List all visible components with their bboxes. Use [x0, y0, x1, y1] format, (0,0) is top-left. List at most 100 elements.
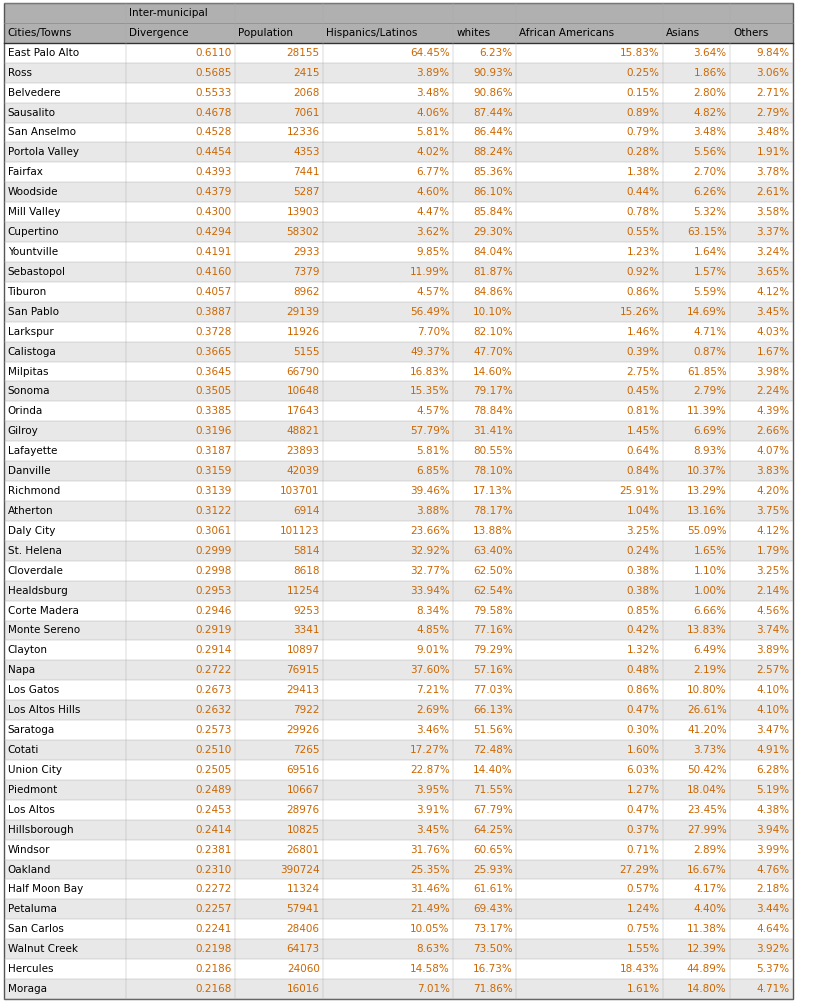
Text: Monte Sereno: Monte Sereno [8, 626, 80, 636]
Text: 10648: 10648 [287, 386, 320, 396]
Bar [4, 740, 126, 760]
Bar [663, 262, 730, 282]
Text: 18.43%: 18.43% [620, 964, 659, 974]
Text: 0.28%: 0.28% [627, 147, 659, 157]
Text: 78.10%: 78.10% [473, 466, 513, 476]
Bar [126, 820, 235, 840]
Bar [323, 780, 453, 800]
Bar [323, 142, 453, 162]
Text: Walnut Creek: Walnut Creek [8, 944, 77, 954]
Bar [235, 103, 323, 122]
Bar [516, 740, 663, 760]
Text: 0.42%: 0.42% [627, 626, 659, 636]
Text: 0.2272: 0.2272 [195, 885, 232, 895]
Bar [516, 282, 663, 302]
Bar [126, 83, 235, 103]
Text: Windsor: Windsor [8, 845, 50, 855]
Bar [516, 760, 663, 780]
Bar [516, 541, 663, 561]
Bar [663, 461, 730, 481]
Text: 85.36%: 85.36% [473, 167, 513, 177]
Bar [663, 142, 730, 162]
Text: 29139: 29139 [287, 306, 320, 316]
Bar [663, 899, 730, 919]
Text: 0.47%: 0.47% [627, 805, 659, 815]
Bar [235, 63, 323, 83]
Text: 3.37%: 3.37% [757, 227, 789, 237]
Text: Gilroy: Gilroy [8, 426, 39, 436]
Bar [663, 222, 730, 242]
Text: 25.91%: 25.91% [620, 486, 659, 496]
Text: 90.86%: 90.86% [473, 88, 513, 98]
Bar [323, 720, 453, 740]
Bar [663, 361, 730, 381]
Text: 2.71%: 2.71% [757, 88, 789, 98]
Text: 3.06%: 3.06% [757, 68, 789, 78]
Text: 2415: 2415 [293, 68, 320, 78]
Text: 28155: 28155 [287, 48, 320, 58]
Text: 26801: 26801 [287, 845, 320, 855]
Bar [516, 43, 663, 63]
Bar [516, 939, 663, 959]
Text: 11254: 11254 [287, 586, 320, 596]
Text: 63.15%: 63.15% [687, 227, 727, 237]
Text: 6.69%: 6.69% [694, 426, 727, 436]
Text: 31.76%: 31.76% [410, 845, 450, 855]
Bar [323, 581, 453, 601]
Bar [516, 461, 663, 481]
Text: 0.3196: 0.3196 [195, 426, 232, 436]
Bar [516, 979, 663, 999]
Bar [516, 302, 663, 321]
Text: 0.4454: 0.4454 [195, 147, 232, 157]
Text: Cotati: Cotati [8, 745, 39, 755]
Bar [516, 421, 663, 441]
Bar [663, 621, 730, 641]
Bar [126, 561, 235, 581]
Text: 7922: 7922 [293, 705, 320, 715]
Bar [453, 541, 516, 561]
Bar [453, 899, 516, 919]
Bar [730, 919, 793, 939]
Text: 3.94%: 3.94% [757, 825, 789, 835]
Text: 3.58%: 3.58% [757, 207, 789, 217]
Text: 25.35%: 25.35% [410, 865, 450, 875]
Bar [663, 242, 730, 262]
Text: 8.93%: 8.93% [694, 446, 727, 456]
Bar [730, 182, 793, 202]
Text: 0.2919: 0.2919 [195, 626, 232, 636]
Bar [516, 701, 663, 720]
Text: Mill Valley: Mill Valley [8, 207, 60, 217]
Text: 103701: 103701 [280, 486, 320, 496]
Bar [730, 820, 793, 840]
Bar [453, 561, 516, 581]
Bar [453, 321, 516, 341]
Bar [126, 681, 235, 701]
Bar [453, 621, 516, 641]
Text: 4.64%: 4.64% [757, 924, 789, 934]
Text: 0.2257: 0.2257 [195, 904, 232, 914]
Bar [516, 361, 663, 381]
Bar [516, 242, 663, 262]
Bar [235, 621, 323, 641]
Text: 0.5533: 0.5533 [195, 88, 232, 98]
Bar [453, 502, 516, 521]
Text: 64.25%: 64.25% [473, 825, 513, 835]
Bar [323, 959, 453, 979]
Bar [516, 959, 663, 979]
Bar [4, 83, 126, 103]
Text: 33.94%: 33.94% [410, 586, 450, 596]
Text: 6.85%: 6.85% [417, 466, 450, 476]
Text: 17.13%: 17.13% [473, 486, 513, 496]
Bar [663, 541, 730, 561]
Text: 1.79%: 1.79% [757, 546, 789, 556]
Bar [663, 182, 730, 202]
Bar [126, 103, 235, 122]
Bar [516, 381, 663, 401]
Bar [4, 820, 126, 840]
Text: 16016: 16016 [287, 984, 320, 994]
Bar [730, 282, 793, 302]
Text: 4.91%: 4.91% [757, 745, 789, 755]
Text: 3.48%: 3.48% [694, 127, 727, 137]
Text: 23.66%: 23.66% [410, 526, 450, 536]
Text: 57.79%: 57.79% [410, 426, 450, 436]
